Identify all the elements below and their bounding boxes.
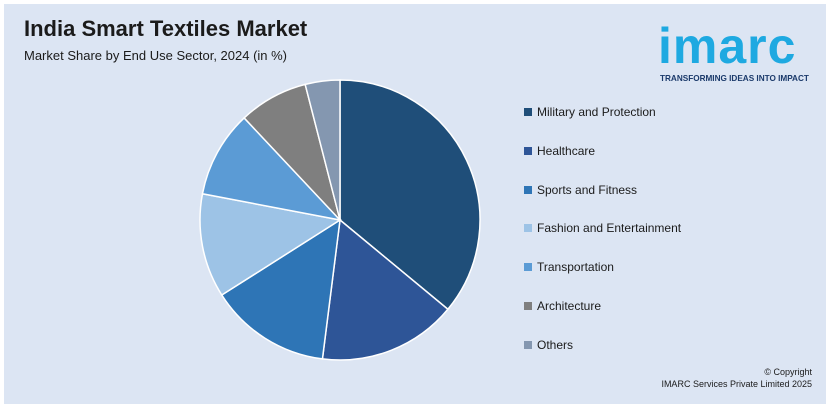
legend-label: Military and Protection: [537, 105, 656, 119]
pie-slice-military-and-protection: [339, 79, 481, 311]
legend-swatch: [524, 263, 532, 272]
legend-swatch: [524, 185, 532, 194]
copyright-company: IMARC Services Private Limited 2025: [661, 379, 812, 389]
legend-swatch: [524, 108, 532, 116]
legend-swatch: [524, 302, 532, 310]
logo-tagline: TRANSFORMING IDEAS INTO IMPACT: [660, 74, 809, 83]
copyright-line: © Copyright: [764, 367, 812, 377]
chart-panel: India Smart Textiles Market Market Share…: [4, 4, 826, 404]
legend-swatch: [524, 146, 532, 155]
chart-subtitle: Market Share by End Use Sector, 2024 (in…: [24, 48, 288, 63]
pie-slice-fashion-and-entertainment: [199, 192, 343, 297]
pie-slice-others: [304, 79, 341, 221]
legend-label: Sports and Fitness: [537, 182, 638, 197]
pie-slice-healthcare: [321, 218, 449, 361]
legend-label: Fashion and Entertainment: [537, 221, 682, 236]
legend-label: Architecture: [537, 299, 602, 313]
pie-slice-sports-and-fitness: [220, 218, 341, 360]
chart-title: India Smart Textiles Market: [24, 16, 308, 41]
pie-slice-transportation: [201, 116, 343, 222]
pie-chart: [199, 79, 481, 361]
copyright-notice: © Copyright IMARC Services Private Limit…: [661, 366, 812, 390]
legend-swatch: [524, 224, 532, 233]
logo-wordmark: imarc: [658, 18, 797, 74]
imarc-logo: imarc TRANSFORMING IDEAS INTO IMPACT: [656, 18, 816, 84]
legend-label: Others: [537, 337, 574, 352]
legend-label: Transportation: [537, 260, 614, 275]
legend-label: Healthcare: [537, 143, 596, 158]
legend-swatch: [524, 340, 532, 349]
